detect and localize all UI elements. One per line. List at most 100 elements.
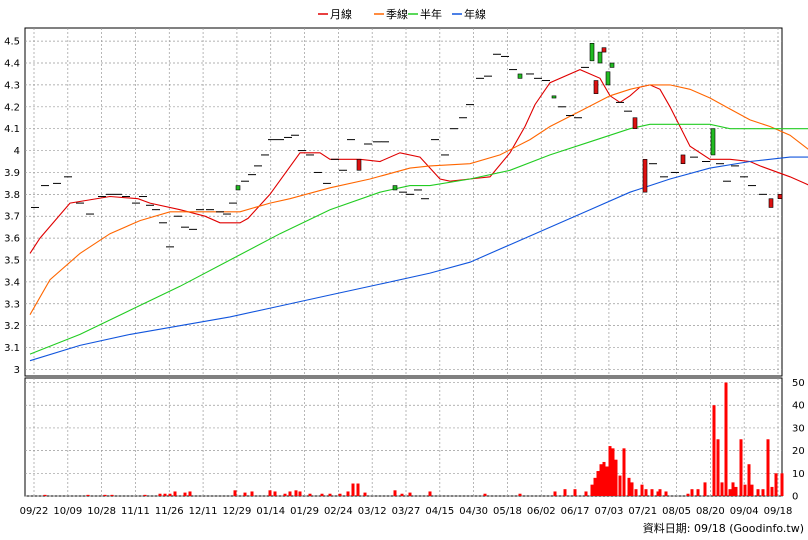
x-tick-label: 12/11 (189, 506, 218, 517)
legend-label-quarter: 季線 (386, 7, 408, 21)
volume-bar (408, 492, 412, 496)
volume-bar (243, 492, 247, 496)
volume-bar (774, 473, 778, 496)
x-tick-label: 09/18 (764, 506, 793, 517)
candle-red (632, 117, 638, 129)
volume-bar (294, 490, 298, 496)
x-tick-label: 06/17 (561, 506, 590, 517)
volume-bar (618, 475, 622, 496)
volume-bar (640, 484, 644, 496)
price-y-tick-label: 3.7 (4, 212, 20, 223)
volume-bar (780, 473, 784, 496)
volume-bar (268, 490, 272, 496)
volume-bar (103, 494, 107, 496)
volume-bar (308, 493, 312, 496)
price-plot-area (24, 27, 783, 377)
x-tick-label: 10/28 (87, 506, 116, 517)
candlesticks (31, 43, 783, 248)
volume-y-tick-label: 40 (792, 401, 805, 412)
legend-label-half: 半年 (420, 7, 442, 21)
x-tick-label: 04/15 (425, 506, 454, 517)
ma-line-ma_quarter (29, 84, 808, 315)
volume-bar (393, 490, 397, 496)
volume-bar (593, 477, 597, 496)
price-y-tick-label: 3.1 (4, 343, 20, 354)
volume-bar (346, 491, 350, 496)
legend: 月線 季線 半年 年線 (318, 7, 486, 21)
volume-y-ticks: 0 10 20 30 40 50 (792, 378, 805, 502)
price-y-tick-label: 3.2 (4, 321, 20, 332)
volume-bar (611, 448, 615, 496)
price-y-tick-label: 4.4 (4, 59, 20, 70)
data-credit: 資料日期: 09/18 (Goodinfo.tw) (643, 521, 804, 535)
price-y-tick-label: 3.8 (4, 190, 20, 201)
volume-bar (590, 484, 594, 496)
volume-bar (761, 489, 765, 496)
volume-bar (596, 471, 600, 496)
volume-bar (168, 493, 172, 496)
volume-bar (428, 491, 432, 496)
volume-bar (696, 489, 700, 496)
candle-green (235, 185, 241, 191)
ma-line-ma_half (29, 123, 808, 355)
candle-green (392, 185, 398, 191)
volume-bar (690, 489, 694, 496)
candle-green (710, 128, 716, 156)
price-y-ticks: 3 3.1 3.2 3.3 3.4 3.5 3.6 3.7 3.8 3.9 4 4.1 4.2 4.3 4.… (4, 37, 20, 376)
volume-bar (43, 494, 47, 496)
volume-bar (634, 489, 638, 496)
x-tick-label: 04/30 (459, 506, 488, 517)
volume-bar (650, 489, 654, 496)
volume-bar (614, 459, 618, 496)
volume-bar (233, 490, 237, 496)
volume-bar (743, 484, 747, 496)
volume-bar (627, 477, 631, 496)
price-y-tick-label: 3.5 (4, 256, 20, 267)
price-y-tick-label: 3.3 (4, 299, 20, 310)
volume-bar (739, 439, 743, 496)
price-y-tick-label: 3.4 (4, 277, 20, 288)
volume-bar (563, 489, 567, 496)
volume-bar (173, 491, 177, 496)
volume-bar (288, 491, 292, 496)
candle-green (605, 71, 611, 86)
candle-red (777, 194, 783, 200)
volume-bar (734, 486, 738, 496)
volume-panel: 0 10 20 30 40 50 (24, 377, 805, 503)
x-tick-label: 11/26 (155, 506, 184, 517)
x-tick-label: 03/27 (392, 506, 421, 517)
volume-bar (644, 489, 648, 496)
volume-bar (656, 491, 660, 496)
price-y-tick-label: 4.1 (4, 124, 20, 135)
volume-bar (338, 493, 342, 496)
volume-bar (599, 464, 603, 496)
volume-bar (273, 491, 277, 496)
volume-bar (750, 484, 754, 496)
volume-bar (483, 493, 487, 496)
volume-bar (183, 492, 187, 496)
volume-bar (320, 493, 324, 496)
volume-bar (686, 493, 690, 496)
volume-bar (328, 493, 332, 496)
volume-bar (602, 461, 606, 496)
candle-green (609, 62, 615, 68)
volume-bar (747, 464, 751, 496)
volume-bar (728, 489, 732, 496)
volume-bar (622, 448, 626, 496)
volume-bar (553, 491, 557, 496)
volume-y-tick-label: 50 (792, 378, 805, 389)
volume-bar (518, 493, 522, 496)
x-tick-label: 08/20 (696, 506, 725, 517)
volume-bar (163, 493, 167, 496)
moving-average-lines (29, 69, 808, 362)
volume-bar (724, 382, 728, 496)
volume-bar (716, 439, 720, 496)
x-axis-labels: 09/22 10/09 10/28 11/11 11/26 12/11 12/29 01/14… (20, 506, 793, 517)
candle-green (597, 51, 603, 64)
ma-line-ma_year (29, 156, 808, 362)
ma-line-ma_month (29, 69, 808, 254)
x-tick-label: 12/29 (222, 506, 251, 517)
x-tick-label: 01/14 (256, 506, 285, 517)
x-tick-label: 05/18 (493, 506, 522, 517)
volume-bar (731, 482, 735, 496)
